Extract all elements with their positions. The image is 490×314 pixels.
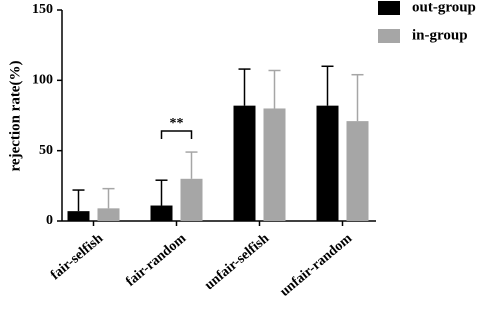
x-tick-label: unfair-selfish xyxy=(202,231,272,293)
bar xyxy=(316,105,339,221)
y-axis-label: rejection rate(%) xyxy=(7,61,23,172)
y-tick-label: 0 xyxy=(46,213,53,228)
x-tick-label: unfair-random xyxy=(277,231,355,300)
legend-swatch xyxy=(378,29,400,43)
annotation: ** xyxy=(170,116,184,131)
bar xyxy=(233,105,256,221)
y-tick-label: 50 xyxy=(39,143,53,158)
bar xyxy=(67,211,90,221)
bar xyxy=(97,208,120,221)
bar xyxy=(180,178,203,221)
x-tick-label: fair-random xyxy=(123,231,189,290)
y-tick-label: 100 xyxy=(32,73,53,88)
bar xyxy=(263,108,286,221)
bar xyxy=(150,205,173,221)
legend-label: out-group xyxy=(412,0,476,15)
y-tick-label: 150 xyxy=(32,2,53,17)
bar xyxy=(346,121,369,221)
x-tick-label: fair-selfish xyxy=(48,231,106,283)
legend-swatch xyxy=(378,1,400,15)
significance-bracket xyxy=(160,130,193,139)
legend-label: in-group xyxy=(412,27,468,43)
